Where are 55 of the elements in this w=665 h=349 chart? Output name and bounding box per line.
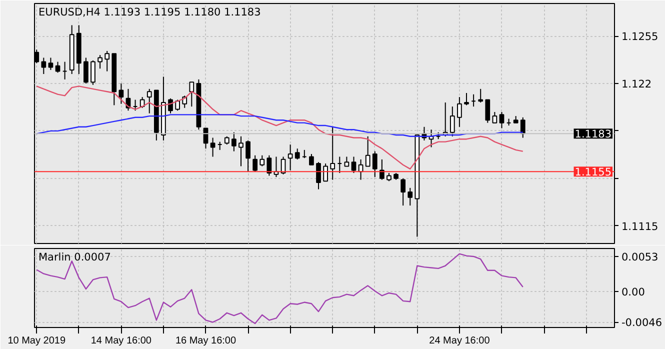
candlestick [323,163,328,182]
candlestick [400,178,406,206]
candlestick [365,136,370,167]
candlestick [84,57,88,84]
candlestick [175,99,180,112]
candlestick [408,187,413,206]
candlestick [380,158,384,180]
candlestick [260,154,265,167]
candlestick [464,92,469,106]
x-tick-label: 14 May 16:00 [90,336,152,346]
candlestick [485,99,490,124]
candlestick [189,82,194,108]
candlestick [238,136,244,167]
y-tick-label: -0.0046 [622,317,662,330]
candlestick [520,116,526,138]
candlestick [478,88,484,103]
candlestick [48,57,54,70]
candlestick [372,150,378,178]
candlestick [309,154,314,166]
candlestick [55,61,60,74]
candlestick [266,154,272,176]
x-tick-label: 10 May 2019 [8,336,66,346]
candlestick [344,156,350,167]
y-tick-label: 1.122 [622,78,652,90]
candlestick [98,54,102,70]
candlestick [232,132,236,152]
ref-line-label: 1.1155 [574,166,612,179]
ref-line-label: 1.1183 [574,128,612,141]
y-tick-label: 1.1115 [622,220,658,233]
candlestick [294,148,300,160]
y-tick-label: 0.0053 [622,251,658,264]
candlestick [41,57,46,75]
candlestick [457,96,462,128]
candlestick [252,154,258,172]
chart-title: Marlin 0.0007 [38,252,111,264]
y-tick-label: 1.1255 [622,31,658,44]
candlestick [351,156,356,174]
candlestick [492,111,498,124]
candlestick [168,98,173,114]
candlestick [450,106,455,137]
candlestick [499,111,504,129]
chart-title: EURUSD,H4 1.1193 1.1195 1.1180 1.1183 [38,6,261,18]
candlestick [90,60,96,86]
candlestick [118,83,124,104]
candlestick [316,162,321,190]
candlestick [246,140,250,172]
candlestick [330,126,336,180]
candlestick [146,88,152,114]
candlestick [104,50,110,72]
x-tick-label: 24 May 16:00 [429,336,490,346]
candlestick [288,144,293,171]
line-series [36,253,524,324]
x-tick-label: 16 May 16:00 [175,336,236,346]
candlestick [210,137,216,158]
y-tick-label: 0.00 [622,286,645,299]
